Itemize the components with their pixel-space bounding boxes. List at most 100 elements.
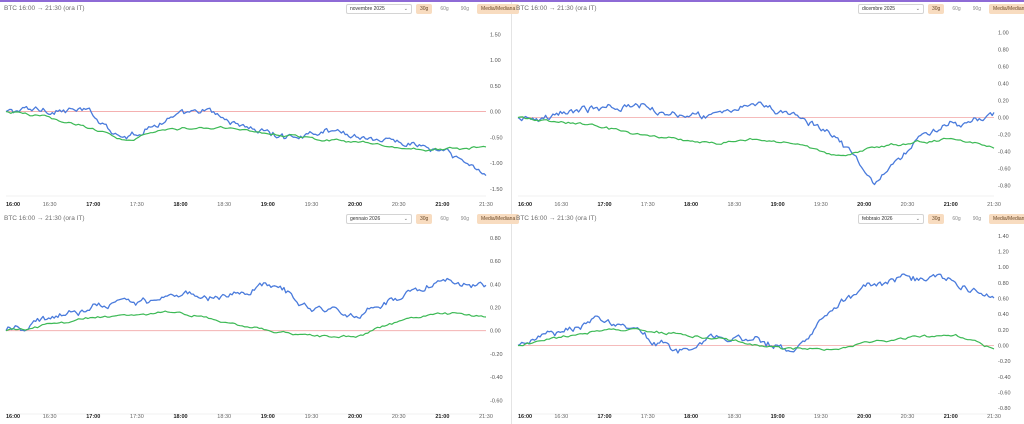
x-tick-label: 21:30 (479, 414, 493, 420)
range-button-90g[interactable]: 90g (460, 6, 470, 12)
range-button-90g[interactable]: 90g (972, 216, 982, 222)
media-mediana-toggle[interactable]: Media/Mediana (989, 4, 1024, 14)
series-line-btc (5, 105, 487, 177)
chart-panel: BTC 16:00 → 21:30 (ora IT) novembre 2025 ⌄… (0, 2, 520, 212)
x-tick-label: 19:30 (814, 414, 828, 420)
x-tick-label: 18:00 (174, 414, 188, 420)
x-tick-label: 17:00 (598, 202, 612, 208)
range-button-30g[interactable]: 30g (928, 4, 945, 14)
chart-controls: febbraio 2026 ⌄ 30g 60g 90g Media/Mediana (858, 213, 1024, 225)
x-tick-label: 19:30 (305, 414, 319, 420)
month-select[interactable]: febbraio 2026 ⌄ (858, 214, 924, 224)
x-tick-label: 21:00 (435, 414, 449, 420)
chevron-down-icon: ⌄ (915, 6, 920, 12)
line-chart: 1.40 1.20 1.00 0.80 0.60 0.40 0.20 0.00 -0.20 -0.… (517, 234, 1011, 420)
month-select-value: febbraio 2026 (862, 216, 893, 222)
line-chart: 1.00 0.80 0.60 0.40 0.20 0.00 -0.20 -0.40 -0.60 -… (517, 31, 1011, 208)
y-tick-label: -1.50 (490, 187, 503, 193)
x-tick-label: 18:30 (217, 202, 231, 208)
y-tick-label: 0.60 (998, 65, 1009, 71)
y-tick-label: 0.00 (490, 110, 501, 116)
chart-title: BTC 16:00 → 21:30 (ora IT) (516, 5, 597, 12)
x-tick-label: 16:30 (554, 414, 568, 420)
window-accent-bar (0, 0, 1024, 2)
month-select[interactable]: novembre 2025 ⌄ (346, 4, 412, 14)
x-tick-label: 19:00 (261, 202, 275, 208)
y-tick-label: 0.00 (490, 329, 501, 335)
x-tick-label: 21:00 (944, 414, 958, 420)
x-tick-label: 17:30 (641, 202, 655, 208)
chart-title: BTC 16:00 → 21:30 (ora IT) (4, 215, 85, 222)
chart-title: BTC 16:00 → 21:30 (ora IT) (516, 215, 597, 222)
chart-panel: BTC 16:00 → 21:30 (ora IT) gennaio 2026 ⌄ 3… (0, 212, 520, 424)
x-tick-label: 16:00 (518, 414, 532, 420)
series-line-average (5, 111, 487, 152)
month-select[interactable]: gennaio 2026 ⌄ (346, 214, 412, 224)
media-mediana-toggle[interactable]: Media/Mediana (477, 214, 520, 224)
range-button-60g[interactable]: 60g (440, 6, 449, 12)
y-tick-label: 0.00 (998, 116, 1009, 122)
y-tick-label: 0.00 (998, 343, 1009, 349)
chevron-down-icon: ⌄ (403, 216, 408, 222)
chart-controls: dicembre 2025 ⌄ 30g 60g 90g Media/Mediana (858, 3, 1024, 15)
x-tick-label: 18:00 (684, 202, 698, 208)
range-button-60g[interactable]: 60g (952, 216, 961, 222)
x-tick-label: 20:30 (392, 202, 406, 208)
x-tick-label: 19:00 (771, 202, 785, 208)
x-tick-label: 18:00 (684, 414, 698, 420)
y-tick-label: 0.80 (998, 281, 1009, 287)
y-tick-label: 1.20 (998, 250, 1009, 256)
y-tick-label: 0.60 (490, 259, 501, 265)
x-tick-label: 21:30 (987, 202, 1001, 208)
series-line-btc (517, 101, 995, 186)
panel-divider (511, 2, 512, 424)
y-tick-label: 1.00 (998, 265, 1009, 271)
series-line-btc (5, 277, 487, 332)
y-tick-label: -0.50 (490, 135, 503, 141)
x-tick-label: 17:30 (130, 414, 144, 420)
range-button-60g[interactable]: 60g (952, 6, 961, 12)
x-tick-label: 17:30 (641, 414, 655, 420)
range-button-60g[interactable]: 60g (440, 216, 449, 222)
line-chart: 0.80 0.60 0.40 0.20 0.00 -0.20 -0.40 -0.60 16:00… (5, 236, 503, 420)
month-select-value: gennaio 2026 (350, 216, 381, 222)
x-tick-label: 16:00 (6, 414, 20, 420)
x-tick-label: 19:00 (771, 414, 785, 420)
y-tick-label: -0.20 (490, 352, 503, 358)
x-tick-label: 20:30 (901, 414, 915, 420)
y-tick-label: 0.20 (998, 99, 1009, 105)
month-select[interactable]: dicembre 2025 ⌄ (858, 4, 924, 14)
range-button-30g[interactable]: 30g (928, 214, 945, 224)
x-tick-label: 20:30 (901, 202, 915, 208)
range-button-30g[interactable]: 30g (416, 214, 433, 224)
y-tick-label: -0.40 (998, 150, 1011, 156)
month-select-value: dicembre 2025 (862, 6, 896, 12)
media-mediana-toggle[interactable]: Media/Mediana (989, 214, 1024, 224)
x-tick-label: 20:00 (857, 414, 871, 420)
range-button-90g[interactable]: 90g (460, 216, 470, 222)
x-tick-label: 20:00 (348, 202, 362, 208)
x-tick-label: 21:00 (944, 202, 958, 208)
x-tick-label: 16:00 (6, 202, 20, 208)
series-line-average (517, 116, 995, 157)
x-tick-label: 17:30 (130, 202, 144, 208)
media-mediana-toggle[interactable]: Media/Mediana (477, 4, 520, 14)
y-tick-label: -0.20 (998, 359, 1011, 365)
chevron-down-icon: ⌄ (403, 6, 408, 12)
y-tick-label: -0.40 (490, 375, 503, 381)
y-tick-label: -0.80 (998, 184, 1011, 190)
y-tick-label: 0.20 (998, 328, 1009, 334)
x-tick-label: 18:00 (174, 202, 188, 208)
x-tick-label: 16:30 (554, 202, 568, 208)
range-button-90g[interactable]: 90g (972, 6, 982, 12)
y-tick-label: 0.60 (998, 297, 1009, 303)
x-tick-label: 21:30 (479, 202, 493, 208)
x-tick-label: 16:30 (43, 414, 57, 420)
series-line-btc (517, 273, 995, 354)
line-chart: 1.50 1.00 0.50 0.00 -0.50 -1.00 -1.50 16:00 16:3… (5, 32, 503, 208)
x-tick-label: 18:30 (727, 202, 741, 208)
x-tick-label: 16:00 (518, 202, 532, 208)
x-tick-label: 18:30 (217, 414, 231, 420)
x-tick-label: 20:00 (348, 414, 362, 420)
range-button-30g[interactable]: 30g (416, 4, 433, 14)
